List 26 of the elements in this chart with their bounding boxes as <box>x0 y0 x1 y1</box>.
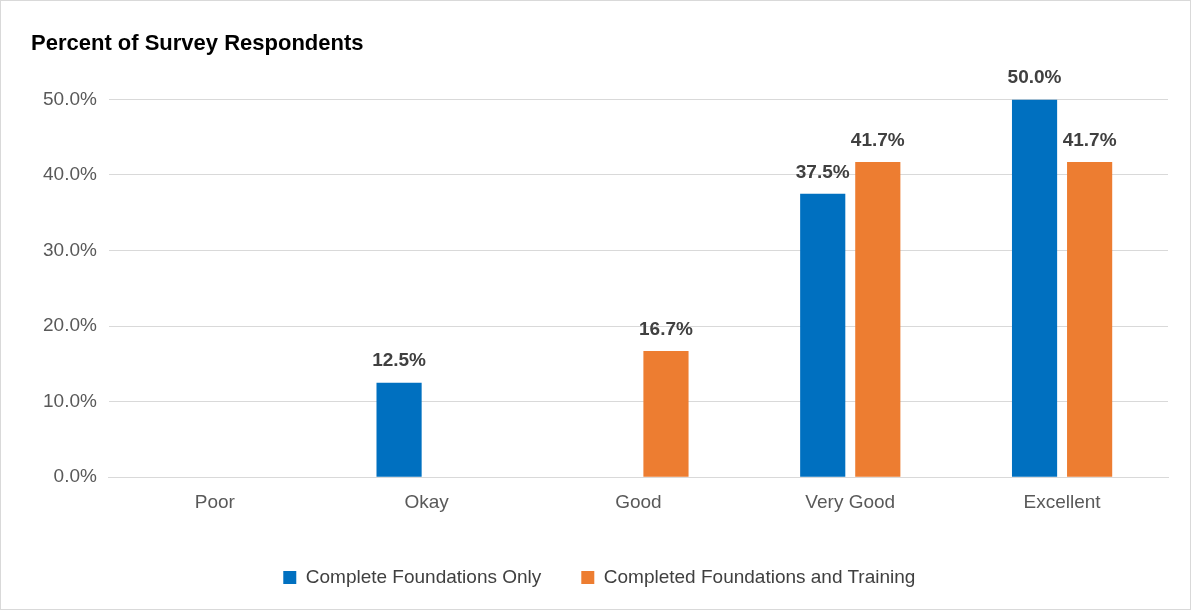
data-label: 16.7% <box>639 317 694 339</box>
data-label: 41.7% <box>850 128 905 150</box>
bar <box>376 382 422 477</box>
bar <box>800 193 846 477</box>
bar <box>1067 162 1113 477</box>
bar <box>643 351 689 477</box>
legend-label: Completed Foundations and Training <box>603 565 916 587</box>
chart-title: Percent of Survey Respondents <box>31 30 364 56</box>
x-tick-label: Poor <box>194 490 236 512</box>
y-tick-label: 40.0% <box>43 163 97 185</box>
y-tick-label: 50.0% <box>43 87 97 109</box>
data-label: 50.0% <box>1007 66 1062 88</box>
data-label: 12.5% <box>372 349 427 371</box>
bar <box>1011 99 1058 477</box>
data-label: 37.5% <box>795 160 850 182</box>
x-tick-label: Good <box>615 490 662 512</box>
y-tick-label: 0.0% <box>53 465 97 487</box>
y-tick-label: 30.0% <box>43 238 97 260</box>
data-label: 41.7% <box>1062 128 1117 150</box>
x-tick-label: Very Good <box>805 490 896 512</box>
bar <box>855 162 901 477</box>
x-tick-label: Excellent <box>1023 490 1102 512</box>
legend-label: Complete Foundations Only <box>305 565 542 587</box>
y-tick-label: 10.0% <box>43 389 97 411</box>
y-tick-label: 20.0% <box>43 314 97 336</box>
x-tick-label: Okay <box>404 490 450 512</box>
